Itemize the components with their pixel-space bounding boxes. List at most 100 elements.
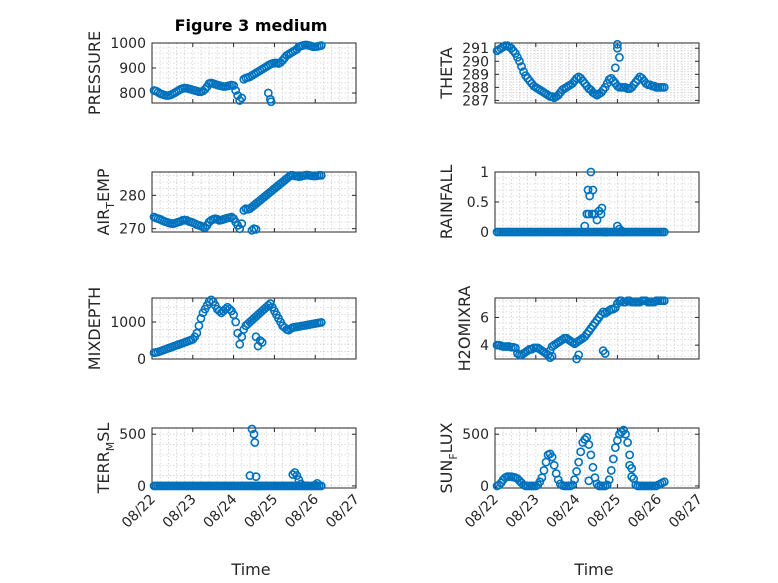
x-axis-label-left: Time bbox=[230, 560, 270, 579]
data-point bbox=[580, 221, 590, 231]
subplot-rainfall: 0 0.5 1 RAINFALL bbox=[437, 165, 700, 241]
y-axis-label: MIXDEPTH bbox=[85, 287, 104, 370]
data-point bbox=[596, 209, 606, 219]
data-point bbox=[263, 300, 273, 310]
y-tick-label: 280 bbox=[119, 188, 146, 204]
data-point bbox=[659, 296, 669, 306]
y-axis-label: TERRMSL bbox=[94, 423, 117, 495]
axes-box bbox=[494, 427, 700, 489]
data-point bbox=[231, 86, 241, 95]
data-point bbox=[316, 41, 326, 50]
y-tick-label: 500 bbox=[462, 427, 489, 443]
data-point bbox=[586, 167, 596, 177]
subplot-pressure: 800 900 1000 PRESSURE bbox=[85, 31, 357, 115]
data-point bbox=[659, 82, 669, 92]
y-tick-label: 500 bbox=[119, 427, 146, 443]
data-point bbox=[619, 227, 628, 237]
data-point bbox=[257, 337, 267, 347]
series-markers bbox=[149, 170, 326, 235]
data-point bbox=[235, 224, 245, 234]
data-point bbox=[574, 350, 584, 360]
data-point bbox=[511, 343, 520, 353]
data-point bbox=[250, 438, 260, 447]
data-point bbox=[296, 479, 306, 489]
y-tick-label: 4 bbox=[480, 338, 489, 354]
data-point bbox=[535, 477, 545, 487]
y-axis-label: H2OMIXRA bbox=[455, 286, 474, 372]
data-point bbox=[194, 321, 204, 331]
data-point bbox=[584, 476, 594, 486]
data-point bbox=[515, 56, 524, 66]
x-tick-label: 08/22 bbox=[462, 492, 502, 532]
y-tick-label: 1000 bbox=[110, 36, 146, 52]
data-point bbox=[606, 466, 616, 475]
y-tick-label: 270 bbox=[119, 222, 146, 238]
data-point bbox=[316, 317, 326, 327]
data-point bbox=[294, 475, 304, 485]
x-tick-label: 08/27 bbox=[666, 492, 706, 532]
y-axis-label: PRESSURE bbox=[85, 31, 104, 115]
data-point bbox=[584, 209, 594, 219]
grid-lines bbox=[494, 428, 700, 488]
grid-lines bbox=[151, 298, 357, 360]
y-tick-label: 0 bbox=[480, 225, 489, 241]
data-point bbox=[225, 304, 234, 314]
data-point bbox=[610, 63, 620, 73]
data-point bbox=[266, 97, 276, 107]
data-point bbox=[229, 81, 238, 90]
y-tick-label: 290 bbox=[462, 54, 489, 70]
data-point bbox=[588, 185, 598, 195]
data-point bbox=[610, 443, 620, 453]
x-axis-label-right: Time bbox=[573, 560, 613, 579]
data-point bbox=[572, 467, 581, 476]
series-markers bbox=[149, 295, 326, 358]
data-point bbox=[586, 450, 596, 460]
data-point bbox=[600, 349, 610, 358]
y-tick-label: 287 bbox=[462, 93, 489, 109]
axes-box bbox=[151, 297, 357, 360]
x-tick-label: 08/27 bbox=[323, 492, 363, 532]
axes-box bbox=[494, 42, 700, 104]
series-markers bbox=[492, 296, 669, 364]
data-point bbox=[615, 52, 624, 62]
x-tick-label: 08/24 bbox=[201, 491, 241, 531]
x-tick-label: 08/25 bbox=[584, 492, 624, 532]
y-tick-label: 0.5 bbox=[467, 195, 489, 211]
data-point bbox=[613, 39, 622, 49]
data-point bbox=[249, 429, 259, 439]
data-point bbox=[539, 466, 549, 475]
y-tick-label: 0 bbox=[137, 479, 146, 495]
data-point bbox=[251, 224, 261, 234]
x-tick-label: 08/23 bbox=[160, 492, 200, 532]
data-point bbox=[247, 225, 257, 235]
x-tick-label: 08/25 bbox=[241, 492, 281, 532]
y-tick-label: 900 bbox=[119, 61, 146, 77]
axes-box bbox=[151, 42, 357, 104]
y-tick-label: 291 bbox=[462, 41, 489, 57]
data-point bbox=[584, 440, 594, 449]
data-point bbox=[625, 460, 635, 470]
data-point bbox=[547, 351, 557, 361]
data-point bbox=[583, 185, 593, 195]
data-point bbox=[597, 203, 607, 213]
y-tick-label: 800 bbox=[119, 86, 146, 102]
data-point bbox=[310, 480, 320, 490]
data-point bbox=[251, 472, 261, 482]
data-point bbox=[602, 480, 612, 490]
series-markers bbox=[492, 39, 669, 103]
data-point bbox=[312, 478, 322, 488]
data-point bbox=[200, 223, 210, 233]
data-point bbox=[549, 460, 559, 470]
data-point bbox=[292, 471, 302, 480]
axes-box bbox=[151, 427, 357, 489]
y-tick-label: 289 bbox=[462, 67, 489, 83]
data-point bbox=[592, 215, 602, 225]
data-point bbox=[553, 475, 563, 485]
data-point bbox=[574, 457, 584, 467]
data-point bbox=[623, 438, 632, 447]
data-point bbox=[610, 303, 620, 313]
subplot-h2omixra: 4 6 H2OMIXRA bbox=[455, 286, 700, 372]
